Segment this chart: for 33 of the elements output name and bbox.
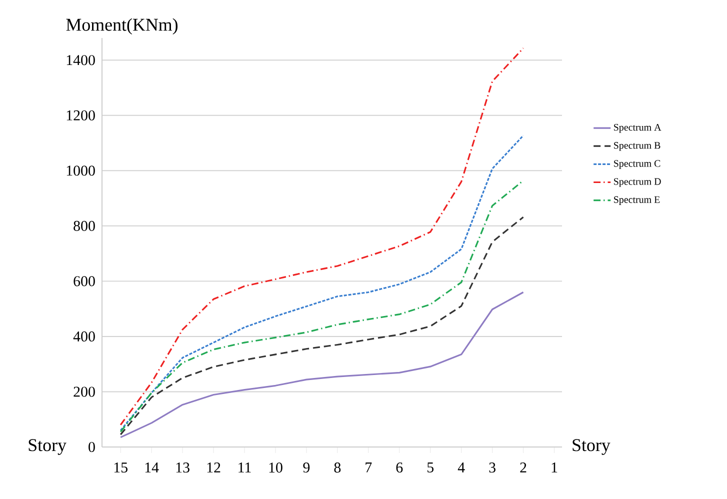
x-tick-label: 4	[458, 462, 465, 472]
x-tick-label: 11	[238, 462, 251, 472]
text: Story	[28, 439, 66, 455]
legend-label: Spectrum A	[614, 124, 662, 133]
x-tick-label: 1	[552, 462, 558, 472]
y-tick-label: 600	[74, 276, 95, 286]
x-tick-label: 8	[334, 462, 341, 473]
y-axis-title: Moment(KNm)	[66, 18, 178, 34]
legend-label: Spectrum B	[614, 142, 660, 151]
x-tick-label: 12	[207, 462, 220, 472]
x-tick-label: 6	[396, 462, 403, 473]
x-tick-label: 13	[176, 462, 190, 473]
x-tick-label: 9	[303, 462, 310, 473]
y-tick-label: 200	[74, 386, 95, 397]
x-tick-label: 5	[427, 462, 434, 472]
x-tick-label: 15	[114, 462, 128, 473]
x-tick-label: 10	[269, 462, 282, 473]
y-tick-label: 400	[73, 331, 95, 342]
x-tick-label: 2	[520, 462, 526, 472]
line-series	[120, 180, 524, 433]
line-series	[120, 216, 524, 436]
x-tick-label: 14	[145, 462, 159, 472]
legend-label: Spectrum C	[614, 160, 660, 169]
x-tick-label: 3	[489, 462, 496, 473]
y-tick-label: 0	[88, 442, 95, 452]
legend-label: Spectrum D	[614, 178, 661, 187]
x-tick-label: 7	[366, 462, 372, 472]
y-tick-label: 1000	[66, 166, 95, 176]
legend-label: Spectrum E	[614, 196, 660, 206]
y-tick-label: 1200	[66, 110, 95, 120]
y-tick-label: 1400	[66, 55, 95, 66]
y-tick-label: 800	[74, 220, 95, 231]
x-axis-title: Story	[572, 439, 610, 455]
